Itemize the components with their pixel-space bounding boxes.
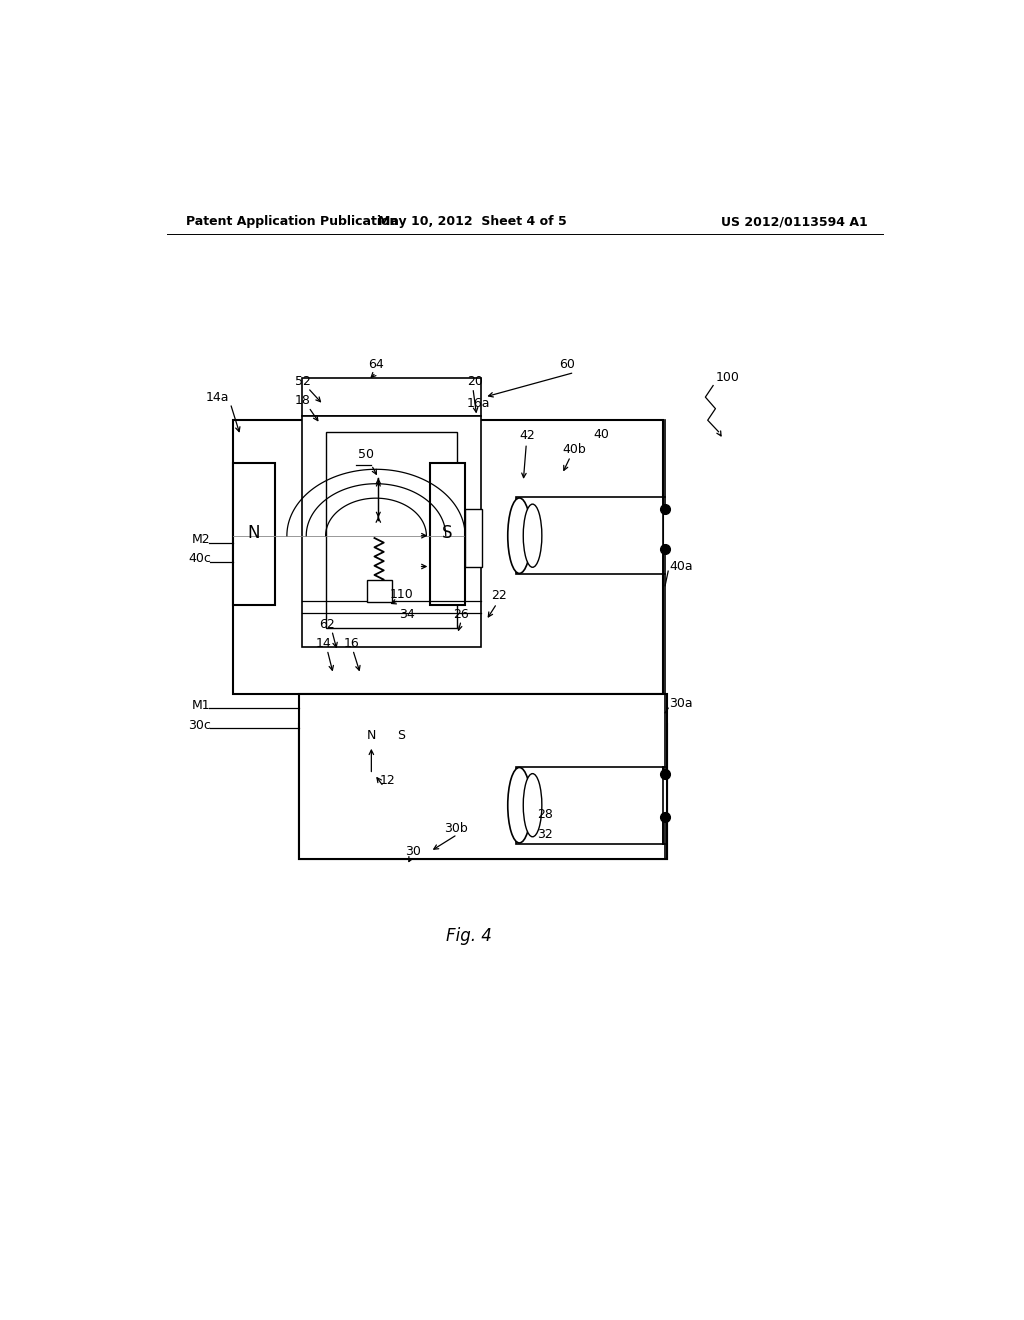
Text: 50: 50 bbox=[358, 449, 374, 462]
Ellipse shape bbox=[523, 774, 542, 837]
Text: 110: 110 bbox=[390, 587, 414, 601]
Bar bbox=[326, 432, 458, 628]
Text: 64: 64 bbox=[368, 358, 384, 371]
Text: 14: 14 bbox=[315, 638, 332, 649]
Text: 40b: 40b bbox=[562, 444, 586, 455]
Bar bbox=[302, 378, 480, 416]
Bar bbox=[302, 416, 480, 647]
Text: 34: 34 bbox=[399, 607, 415, 620]
Text: 18: 18 bbox=[295, 395, 310, 408]
Bar bbox=[356, 725, 386, 746]
Bar bbox=[430, 462, 465, 605]
Text: 32: 32 bbox=[538, 828, 553, 841]
Text: N: N bbox=[367, 729, 376, 742]
Text: 12: 12 bbox=[380, 774, 395, 787]
Text: 20: 20 bbox=[467, 375, 483, 388]
Text: N: N bbox=[248, 524, 260, 543]
Text: 30: 30 bbox=[406, 845, 421, 858]
Text: M1: M1 bbox=[191, 698, 210, 711]
Text: US 2012/0113594 A1: US 2012/0113594 A1 bbox=[721, 215, 868, 228]
Bar bbox=[232, 462, 275, 605]
Ellipse shape bbox=[508, 498, 531, 573]
Text: 26: 26 bbox=[454, 607, 469, 620]
Text: 62: 62 bbox=[319, 618, 335, 631]
Bar bbox=[515, 498, 663, 574]
Bar bbox=[299, 693, 667, 859]
Bar bbox=[232, 420, 663, 693]
Bar bbox=[299, 725, 667, 859]
Text: M2: M2 bbox=[191, 533, 210, 546]
Text: 40: 40 bbox=[593, 428, 609, 441]
Text: S: S bbox=[442, 524, 453, 543]
Bar bbox=[515, 767, 663, 843]
Text: Fig. 4: Fig. 4 bbox=[446, 927, 492, 945]
Bar bbox=[367, 581, 391, 602]
Text: 28: 28 bbox=[538, 808, 553, 821]
Text: 16: 16 bbox=[343, 638, 359, 649]
Bar bbox=[465, 508, 482, 566]
Text: 14a: 14a bbox=[206, 391, 229, 404]
Text: 40a: 40a bbox=[669, 560, 692, 573]
Text: 52: 52 bbox=[295, 375, 310, 388]
Text: 30a: 30a bbox=[669, 697, 692, 710]
Text: 40c: 40c bbox=[188, 552, 211, 565]
Text: 16a: 16a bbox=[467, 397, 490, 409]
Text: May 10, 2012  Sheet 4 of 5: May 10, 2012 Sheet 4 of 5 bbox=[379, 215, 567, 228]
Text: 22: 22 bbox=[490, 589, 507, 602]
Text: Patent Application Publication: Patent Application Publication bbox=[186, 215, 398, 228]
Text: 60: 60 bbox=[559, 358, 574, 371]
Text: 30b: 30b bbox=[444, 822, 468, 834]
Text: S: S bbox=[397, 729, 404, 742]
Ellipse shape bbox=[508, 767, 531, 843]
Text: 100: 100 bbox=[716, 371, 739, 384]
Text: 30c: 30c bbox=[188, 718, 211, 731]
Text: 42: 42 bbox=[519, 429, 536, 442]
Ellipse shape bbox=[523, 504, 542, 568]
Bar bbox=[386, 725, 416, 746]
